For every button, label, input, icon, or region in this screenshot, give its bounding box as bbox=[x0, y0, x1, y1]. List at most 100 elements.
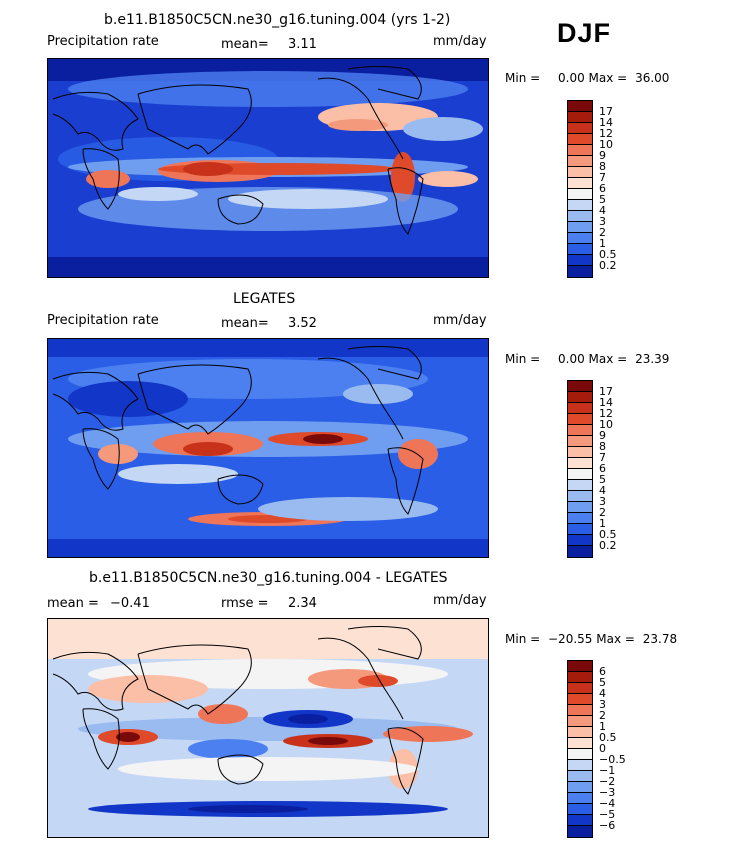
colorbar-label: 9 bbox=[599, 149, 606, 162]
colorbar-swatch bbox=[568, 211, 592, 222]
colorbar-label: −1 bbox=[599, 764, 616, 777]
colorbar-label: 2 bbox=[599, 226, 606, 239]
colorbar-label: 17 bbox=[599, 385, 613, 398]
colorbar-swatch bbox=[568, 815, 592, 826]
colorbar-label: 4 bbox=[599, 484, 606, 497]
colorbar-swatch bbox=[568, 392, 592, 403]
panel-1-colorbar bbox=[567, 100, 593, 278]
colorbar-swatch bbox=[568, 244, 592, 255]
panel-1-max-label: Max = bbox=[588, 71, 628, 85]
colorbar-label: 17 bbox=[599, 105, 613, 118]
colorbar-swatch bbox=[568, 760, 592, 771]
colorbar-swatch bbox=[568, 716, 592, 727]
colorbar-swatch bbox=[568, 672, 592, 683]
colorbar-label: 12 bbox=[599, 127, 613, 140]
colorbar-label: 1 bbox=[599, 237, 606, 250]
colorbar-swatch bbox=[568, 771, 592, 782]
colorbar-label: 1 bbox=[599, 517, 606, 530]
colorbar-swatch bbox=[568, 266, 592, 277]
panel-1-mean-label: mean= bbox=[221, 37, 269, 52]
colorbar-swatch bbox=[568, 101, 592, 112]
panel-2-max-value: 23.39 bbox=[635, 352, 670, 366]
colorbar-swatch bbox=[568, 513, 592, 524]
panel-3-title: b.e11.B1850C5CN.ne30_g16.tuning.004 - LE… bbox=[89, 570, 448, 586]
colorbar-label: 3 bbox=[599, 698, 606, 711]
panel-3-max-value: 23.78 bbox=[642, 632, 678, 646]
panel-1-min-label: Min = bbox=[505, 71, 541, 85]
colorbar-label: 12 bbox=[599, 407, 613, 420]
colorbar-label: 4 bbox=[599, 687, 606, 700]
panel-2-max-label: Max = bbox=[588, 352, 628, 366]
colorbar-swatch bbox=[568, 436, 592, 447]
colorbar-swatch bbox=[568, 200, 592, 211]
colorbar-swatch bbox=[568, 535, 592, 546]
colorbar-label: 3 bbox=[599, 495, 606, 508]
colorbar-label: 3 bbox=[599, 215, 606, 228]
colorbar-label: 10 bbox=[599, 138, 613, 151]
colorbar-label: −6 bbox=[599, 819, 616, 832]
colorbar-swatch bbox=[568, 458, 592, 469]
colorbar-label: 6 bbox=[599, 665, 606, 678]
colorbar-swatch bbox=[568, 178, 592, 189]
colorbar-swatch bbox=[568, 683, 592, 694]
colorbar-label: 4 bbox=[599, 204, 606, 217]
colorbar-swatch bbox=[568, 491, 592, 502]
panel-1-mean-value: 3.11 bbox=[288, 37, 317, 52]
panel-2-min-value: 0.00 bbox=[558, 352, 585, 366]
colorbar-swatch bbox=[568, 134, 592, 145]
season-label: DJF bbox=[557, 18, 612, 48]
panel-3-min-value: −20.55 bbox=[548, 632, 593, 646]
colorbar-label: 0.2 bbox=[599, 539, 617, 552]
colorbar-label: 2 bbox=[599, 506, 606, 519]
panel-2-map bbox=[47, 338, 489, 558]
colorbar-swatch bbox=[568, 694, 592, 705]
colorbar-label: 7 bbox=[599, 451, 606, 464]
panel-1-map bbox=[47, 58, 489, 278]
colorbar-label: 6 bbox=[599, 462, 606, 475]
colorbar-label: 10 bbox=[599, 418, 613, 431]
colorbar-label: 1 bbox=[599, 720, 606, 733]
colorbar-label: −5 bbox=[599, 808, 616, 821]
panel-2-units: mm/day bbox=[433, 313, 487, 328]
colorbar-swatch bbox=[568, 145, 592, 156]
colorbar-label: −4 bbox=[599, 797, 616, 810]
panel-3-max-label: Max = bbox=[596, 632, 635, 646]
colorbar-label: 8 bbox=[599, 440, 606, 453]
colorbar-label: 14 bbox=[599, 116, 613, 129]
panel-1-min-value: 0.00 bbox=[558, 71, 585, 85]
colorbar-swatch bbox=[568, 425, 592, 436]
colorbar-swatch bbox=[568, 804, 592, 815]
panel-3-min-label: Min = bbox=[505, 632, 541, 646]
colorbar-swatch bbox=[568, 167, 592, 178]
panel-3-range: Min = −20.55 Max = 23.78 bbox=[505, 632, 677, 646]
colorbar-swatch bbox=[568, 403, 592, 414]
panel-2-min-label: Min = bbox=[505, 352, 541, 366]
panel-1-variable-label: Precipitation rate bbox=[47, 34, 159, 49]
panel-1-range: Min = 0.00 Max = 36.00 bbox=[505, 71, 669, 85]
panel-1-units: mm/day bbox=[433, 34, 487, 49]
colorbar-label: 14 bbox=[599, 396, 613, 409]
colorbar-label: 5 bbox=[599, 193, 606, 206]
colorbar-swatch bbox=[568, 727, 592, 738]
colorbar-swatch bbox=[568, 222, 592, 233]
panel-2-title: LEGATES bbox=[233, 291, 296, 307]
colorbar-swatch bbox=[568, 480, 592, 491]
panel-3-units: mm/day bbox=[433, 593, 487, 608]
colorbar-label: −0.5 bbox=[599, 753, 626, 766]
colorbar-label: 0.2 bbox=[599, 259, 617, 272]
colorbar-swatch bbox=[568, 447, 592, 458]
colorbar-label: 0.5 bbox=[599, 248, 617, 261]
panel-3-map bbox=[47, 618, 489, 838]
colorbar-swatch bbox=[568, 469, 592, 480]
colorbar-swatch bbox=[568, 738, 592, 749]
panel-2-colorbar bbox=[567, 380, 593, 558]
colorbar-label: 9 bbox=[599, 429, 606, 442]
panel-2-range: Min = 0.00 Max = 23.39 bbox=[505, 352, 669, 366]
colorbar-swatch bbox=[568, 123, 592, 134]
colorbar-swatch bbox=[568, 156, 592, 167]
colorbar-label: 6 bbox=[599, 182, 606, 195]
colorbar-swatch bbox=[568, 749, 592, 760]
colorbar-label: −3 bbox=[599, 786, 616, 799]
colorbar-swatch bbox=[568, 502, 592, 513]
colorbar-swatch bbox=[568, 233, 592, 244]
